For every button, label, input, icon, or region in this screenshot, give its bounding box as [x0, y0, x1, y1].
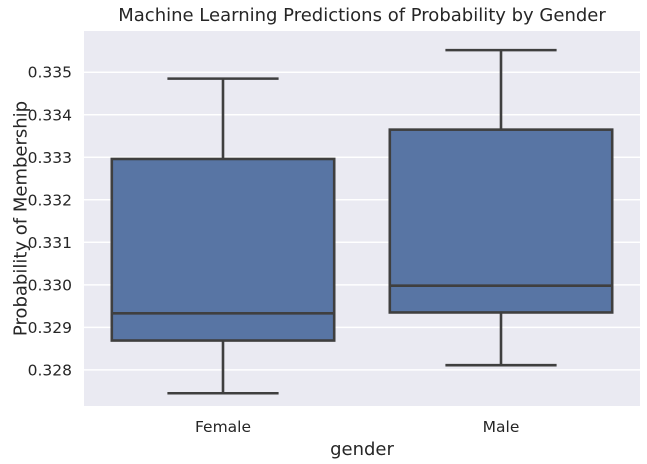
- box-iqr: [388, 128, 614, 314]
- y-tick-label: 0.332: [28, 191, 72, 209]
- box-iqr: [110, 157, 336, 342]
- y-tick-label: 0.333: [28, 149, 72, 167]
- box-group-female: [110, 77, 336, 395]
- boxes-layer: [110, 48, 614, 395]
- y-tick-label: 0.331: [28, 234, 72, 252]
- x-tick-label: Female: [195, 418, 251, 436]
- y-tick-label: 0.330: [28, 276, 72, 294]
- chart-title: Machine Learning Predictions of Probabil…: [118, 5, 606, 26]
- box-group-male: [388, 48, 614, 367]
- x-axis-label: gender: [330, 439, 394, 460]
- y-tick-label: 0.329: [28, 319, 72, 337]
- y-tick-label: 0.328: [28, 361, 72, 379]
- y-tick-labels: 0.328 0.329 0.330 0.331 0.332 0.333 0.334 0.335: [28, 64, 72, 380]
- y-tick-label: 0.335: [28, 64, 72, 82]
- x-tick-label: Male: [483, 418, 520, 436]
- x-tick-labels: Female Male: [195, 418, 519, 436]
- y-axis-label: Probability of Membership: [10, 101, 31, 336]
- y-tick-label: 0.334: [28, 106, 72, 124]
